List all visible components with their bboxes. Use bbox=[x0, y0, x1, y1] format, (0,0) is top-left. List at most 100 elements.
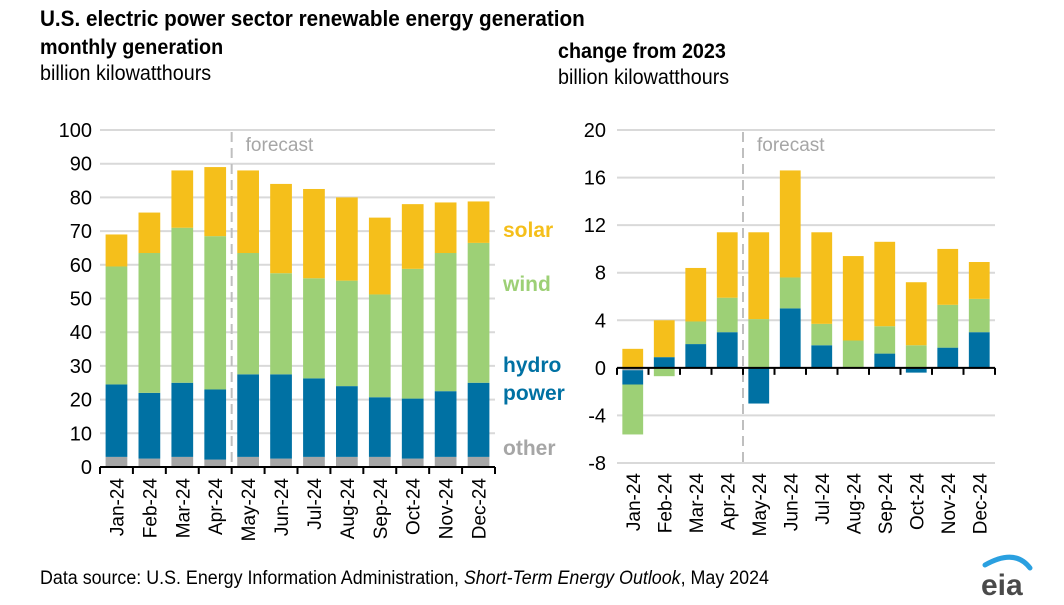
left-xtick-label: Sep-24 bbox=[371, 478, 392, 540]
right-xtick-label: Feb-24 bbox=[655, 473, 676, 534]
left-bar-solar bbox=[434, 202, 457, 254]
left-bar-other bbox=[368, 456, 391, 467]
right-bar-wind bbox=[968, 298, 990, 333]
right-bar-wind bbox=[842, 340, 864, 368]
right-bar-hydro bbox=[937, 347, 959, 368]
left-xtick-label: Dec-24 bbox=[470, 478, 491, 540]
right-bar-wind bbox=[905, 345, 927, 368]
left-bar-wind bbox=[303, 278, 325, 379]
right-bar-wind bbox=[622, 384, 644, 435]
left-chart-title: monthly generation bbox=[40, 36, 224, 59]
right-bar-hydro bbox=[748, 367, 770, 404]
left-bar-hydro bbox=[401, 398, 424, 459]
left-bar-hydro bbox=[270, 374, 292, 459]
right-ytick-label: -4 bbox=[588, 405, 606, 427]
right-bar-solar bbox=[905, 282, 927, 346]
right-ytick-label: 16 bbox=[584, 168, 606, 190]
right-bar-hydro bbox=[716, 332, 738, 368]
left-bar-wind bbox=[237, 253, 259, 375]
left-bar-hydro bbox=[237, 374, 259, 457]
left-bar-other bbox=[401, 458, 424, 467]
left-bar-hydro bbox=[467, 382, 490, 457]
left-ytick-label: 60 bbox=[70, 255, 92, 277]
right-bar-solar bbox=[842, 256, 864, 341]
right-bar-hydro bbox=[779, 308, 801, 368]
source-publication: Short-Term Energy Outlook bbox=[463, 568, 681, 589]
right-bar-solar bbox=[653, 320, 675, 358]
left-bar-other bbox=[105, 456, 128, 467]
left-bar-hydro bbox=[336, 386, 358, 457]
right-bar-hydro bbox=[968, 332, 990, 368]
right-xtick-label: Aug-24 bbox=[844, 473, 865, 535]
right-bar-wind bbox=[748, 319, 770, 368]
eia-logo-text: eia bbox=[981, 569, 1023, 602]
left-ytick-label: 50 bbox=[70, 289, 92, 311]
left-bar-other bbox=[204, 459, 227, 467]
left-ytick-label: 70 bbox=[70, 221, 92, 243]
right-xtick-label: May-24 bbox=[750, 473, 771, 537]
right-xtick-label: Dec-24 bbox=[970, 473, 991, 535]
left-bar-solar bbox=[138, 212, 161, 254]
left-bar-wind bbox=[434, 253, 457, 392]
left-bar-hydro bbox=[138, 392, 161, 459]
left-bar-hydro bbox=[171, 382, 194, 457]
left-bar-hydro bbox=[368, 397, 391, 457]
left-ytick-label: 20 bbox=[70, 390, 92, 412]
left-xtick-label: May-24 bbox=[239, 478, 260, 542]
left-bar-solar bbox=[171, 170, 194, 228]
right-bar-hydro bbox=[653, 357, 675, 368]
right-xtick-label: Jun-24 bbox=[781, 473, 802, 532]
left-bar-solar bbox=[467, 201, 490, 243]
right-bar-solar bbox=[779, 170, 801, 278]
left-xtick-label: Nov-24 bbox=[437, 478, 458, 540]
left-bar-hydro bbox=[303, 378, 325, 457]
left-bar-other bbox=[336, 456, 358, 467]
left-bar-wind bbox=[467, 242, 490, 383]
legend-label-hydro: hydro bbox=[503, 354, 561, 377]
right-ytick-label: 20 bbox=[584, 120, 606, 142]
left-xtick-label: Oct-24 bbox=[404, 478, 425, 535]
left-bar-solar bbox=[204, 167, 227, 237]
left-bar-wind bbox=[138, 253, 161, 393]
left-bar-solar bbox=[270, 183, 292, 274]
right-ytick-label: -8 bbox=[588, 453, 606, 475]
data-source-note: Data source: U.S. Energy Information Adm… bbox=[40, 568, 769, 590]
right-ytick-label: 8 bbox=[595, 263, 606, 285]
left-bar-wind bbox=[401, 268, 424, 399]
legend-label-hydro: power bbox=[503, 382, 565, 405]
left-chart-ylabel: billion kilowatthours bbox=[40, 62, 212, 85]
left-xtick-label: Aug-24 bbox=[338, 478, 359, 540]
left-ytick-label: 90 bbox=[70, 154, 92, 176]
right-forecast-label: forecast bbox=[757, 135, 825, 156]
right-bar-hydro bbox=[874, 353, 896, 368]
left-ytick-label: 100 bbox=[59, 120, 92, 142]
left-ytick-label: 80 bbox=[70, 187, 92, 209]
right-ytick-label: 4 bbox=[595, 310, 606, 332]
right-bar-wind bbox=[811, 323, 833, 346]
left-bar-wind bbox=[204, 236, 227, 390]
right-bar-solar bbox=[716, 232, 738, 298]
right-bar-wind bbox=[937, 304, 959, 348]
left-bar-other bbox=[270, 458, 292, 467]
right-xtick-label: Jul-24 bbox=[813, 473, 834, 525]
left-xtick-label: Jun-24 bbox=[272, 478, 293, 537]
left-bar-other bbox=[467, 456, 490, 467]
right-bar-wind bbox=[779, 277, 801, 309]
left-bar-hydro bbox=[105, 384, 128, 457]
right-bar-solar bbox=[685, 267, 707, 322]
right-bar-solar bbox=[937, 248, 959, 305]
right-xtick-label: Oct-24 bbox=[907, 473, 928, 530]
left-bar-other bbox=[434, 456, 457, 467]
left-bar-other bbox=[303, 456, 325, 467]
left-bar-solar bbox=[105, 234, 128, 267]
right-chart-ylabel: billion kilowatthours bbox=[558, 66, 730, 89]
left-xtick-label: Jul-24 bbox=[305, 478, 326, 530]
right-bar-hydro bbox=[622, 370, 644, 385]
eia-logo-swoosh bbox=[982, 554, 1033, 571]
left-ytick-label: 40 bbox=[70, 322, 92, 344]
right-xtick-label: Apr-24 bbox=[718, 473, 739, 530]
source-prefix: Data source: U.S. Energy Information Adm… bbox=[40, 568, 464, 589]
right-bar-other bbox=[622, 367, 644, 371]
left-ytick-label: 10 bbox=[70, 423, 92, 445]
